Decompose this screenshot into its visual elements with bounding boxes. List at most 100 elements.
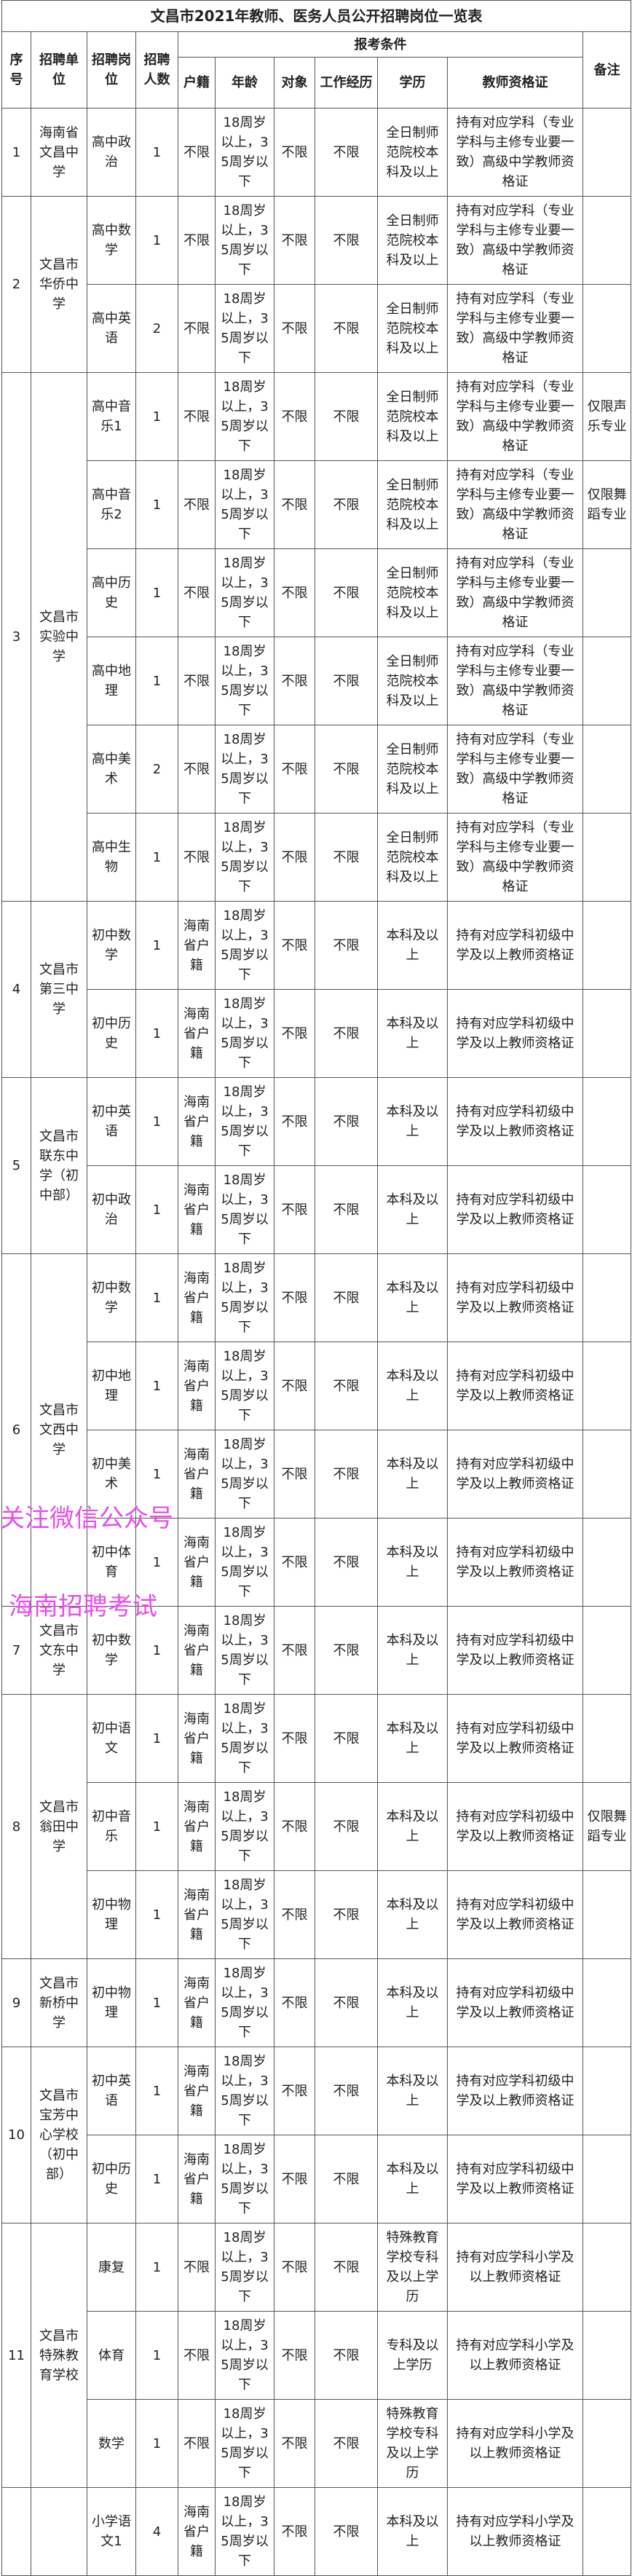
cell-age: 18周岁以上，35周岁以下 xyxy=(215,1782,274,1871)
cell-experience: 不限 xyxy=(315,1077,378,1166)
table-row: 高中地理 1 不限 18周岁以上，35周岁以下 不限 不限 全日制师范院校本科及以上 持有对应… xyxy=(2,637,632,725)
cell-certificate: 持有对应学科初级中学及以上教师资格证 xyxy=(447,1165,583,1254)
cell-seq: 6 xyxy=(1,1253,31,1607)
cell-certificate: 持有对应学科（专业学科与主修专业要一致）高级中学教师资格证 xyxy=(447,460,583,549)
cell-certificate: 持有对应学科初级中学及以上教师资格证 xyxy=(447,1077,583,1166)
table-row: 8 文昌市翁田中学 初中语文 1 海南省户籍 18周岁以上，35周岁以下 不限 不限 本科及以上… xyxy=(1,1694,632,1959)
cell-experience: 不限 xyxy=(315,813,378,902)
header-experience: 工作经历 xyxy=(315,57,378,109)
cell-education: 本科及以上 xyxy=(377,1694,448,1783)
cell-certificate: 持有对应学科初级中学及以上教师资格证 xyxy=(447,2135,583,2224)
cell-name: 高中英语 xyxy=(87,284,136,373)
cell-unit: 文昌市华侨中学 xyxy=(31,196,87,373)
cell-remark xyxy=(582,284,632,373)
cell-certificate: 持有对应学科（专业学科与主修专业要一致）高级中学教师资格证 xyxy=(447,108,583,197)
table-row: 高中生物 1 不限 18周岁以上，35周岁以下 不限 不限 全日制师范院校本科及以上 持有对应… xyxy=(2,813,632,902)
cell-age: 18周岁以上，35周岁以下 xyxy=(215,901,274,990)
cell-target: 不限 xyxy=(274,637,315,725)
cell-experience: 不限 xyxy=(315,1782,378,1871)
cell-education: 本科及以上 xyxy=(377,1958,448,2047)
cell-name: 初中美术 xyxy=(87,1430,136,1519)
cell-count: 1 xyxy=(135,1430,178,1519)
cell-remark xyxy=(582,1077,632,1166)
header-education: 学历 xyxy=(377,57,448,109)
cell-education: 本科及以上 xyxy=(377,1430,448,1519)
cell-name: 高中数学 xyxy=(87,196,136,285)
cell-count: 1 xyxy=(135,1606,178,1695)
cell-unit: 文昌市文西中学 xyxy=(31,1253,87,1607)
cell-count: 1 xyxy=(135,2223,178,2312)
cell-huji: 海南省户籍 xyxy=(178,1077,216,1166)
table-row: 高中英语 2 不限 18周岁以上，35周岁以下 不限 不限 全日制师范院校本科及以上 持有对应… xyxy=(2,284,632,373)
cell-education: 全日制师范院校本科及以上 xyxy=(377,548,448,637)
cell-education: 全日制师范院校本科及以上 xyxy=(377,725,448,814)
cell-name: 高中历史 xyxy=(87,548,136,637)
cell-target: 不限 xyxy=(274,989,315,1078)
cell-target: 不限 xyxy=(274,548,315,637)
cell-huji: 海南省户籍 xyxy=(178,2487,216,2576)
cell-age: 18周岁以上，35周岁以下 xyxy=(215,460,274,549)
cell-target: 不限 xyxy=(274,725,315,814)
cell-seq: 5 xyxy=(1,1077,31,1254)
cell-count: 1 xyxy=(135,2135,178,2224)
cell-target: 不限 xyxy=(274,108,315,197)
table-title: 文昌市2021年教师、医务人员公开招聘岗位一览表 xyxy=(1,0,632,32)
cell-huji: 不限 xyxy=(178,637,216,725)
cell-seq: 3 xyxy=(1,372,31,902)
cell-huji: 不限 xyxy=(178,2311,216,2400)
table-row: 11 文昌市特殊教育学校 康复 1 不限 18周岁以上，35周岁以下 不限 不限 特殊教育学校专… xyxy=(1,2223,632,2488)
cell-education: 特殊教育学校专科及以上学历 xyxy=(377,2399,448,2488)
cell-count: 1 xyxy=(135,372,178,461)
cell-remark xyxy=(582,548,632,637)
cell-name: 初中政治 xyxy=(87,1165,136,1254)
cell-education: 本科及以上 xyxy=(377,901,448,990)
cell-remark xyxy=(582,196,632,285)
cell-certificate: 持有对应学科初级中学及以上教师资格证 xyxy=(447,1518,583,1607)
cell-name: 高中生物 xyxy=(87,813,136,902)
cell-age: 18周岁以上，35周岁以下 xyxy=(215,1165,274,1254)
cell-age: 18周岁以上，35周岁以下 xyxy=(215,1694,274,1783)
cell-age: 18周岁以上，35周岁以下 xyxy=(215,548,274,637)
cell-target: 不限 xyxy=(274,1518,315,1607)
cell-target: 不限 xyxy=(274,1694,315,1783)
cell-experience: 不限 xyxy=(315,372,378,461)
cell-certificate: 持有对应学科（专业学科与主修专业要一致）高级中学教师资格证 xyxy=(447,372,583,461)
table-row: 1 海南省文昌中学 高中政治 1 不限 18周岁以上，35周岁以下 不限 不限 全日制师范院校本… xyxy=(1,108,632,197)
cell-huji: 海南省户籍 xyxy=(178,1958,216,2047)
cell-seq: 10 xyxy=(1,2047,31,2224)
cell-experience: 不限 xyxy=(315,725,378,814)
cell-remark xyxy=(582,1606,632,1695)
header-seq: 序号 xyxy=(1,31,31,109)
cell-experience: 不限 xyxy=(315,196,378,285)
cell-age: 18周岁以上，35周岁以下 xyxy=(215,989,274,1078)
cell-certificate: 持有对应学科初级中学及以上教师资格证 xyxy=(447,1694,583,1783)
header-certificate: 教师资格证 xyxy=(447,57,583,109)
cell-age: 18周岁以上，35周岁以下 xyxy=(215,196,274,285)
cell-name: 高中音乐2 xyxy=(87,460,136,549)
cell-target: 不限 xyxy=(274,2399,315,2488)
table-row: 初中地理 1 海南省户籍 18周岁以上，35周岁以下 不限 不限 本科及以上 持有对应学科初级… xyxy=(2,1342,632,1430)
cell-remark xyxy=(582,813,632,902)
cell-seq: 1 xyxy=(1,108,31,197)
cell-remark: 仅限舞蹈专业 xyxy=(582,1782,632,1871)
cell-huji: 海南省户籍 xyxy=(178,2135,216,2224)
header-count: 招聘人数 xyxy=(135,31,178,109)
cell-experience: 不限 xyxy=(315,1342,378,1430)
cell-certificate: 持有对应学科小学及以上教师资格证 xyxy=(447,2223,583,2312)
cell-experience: 不限 xyxy=(315,548,378,637)
cell-count: 1 xyxy=(135,2399,178,2488)
cell-count: 1 xyxy=(135,1077,178,1166)
cell-remark xyxy=(582,1958,632,2047)
cell-remark xyxy=(582,1253,632,1342)
cell-name: 体育 xyxy=(87,2311,136,2400)
cell-certificate: 持有对应学科初级中学及以上教师资格证 xyxy=(447,901,583,990)
cell-count: 2 xyxy=(135,284,178,373)
cell-unit: 文昌市新桥中学 xyxy=(31,1958,87,2047)
cell-target: 不限 xyxy=(274,196,315,285)
cell-name: 初中历史 xyxy=(87,2135,136,2224)
cell-remark xyxy=(582,1165,632,1254)
cell-certificate: 持有对应学科初级中学及以上教师资格证 xyxy=(447,1782,583,1871)
cell-certificate: 持有对应学科初级中学及以上教师资格证 xyxy=(447,1606,583,1695)
cell-age: 18周岁以上，35周岁以下 xyxy=(215,1077,274,1166)
